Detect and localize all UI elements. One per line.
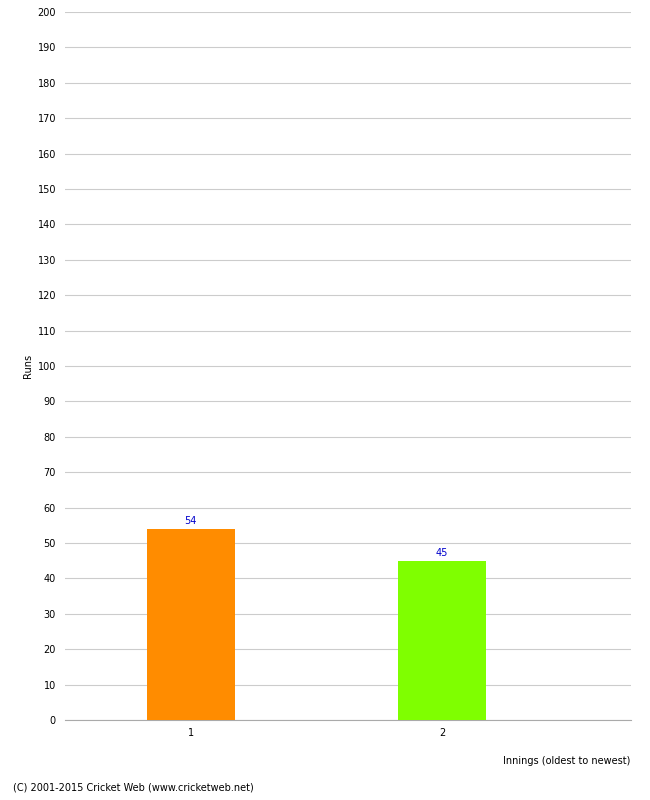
Bar [147, 529, 235, 720]
Bar [398, 561, 486, 720]
Text: (C) 2001-2015 Cricket Web (www.cricketweb.net): (C) 2001-2015 Cricket Web (www.cricketwe… [13, 782, 254, 792]
Text: 45: 45 [436, 548, 448, 558]
Text: 54: 54 [185, 516, 197, 526]
Text: Innings (oldest to newest): Innings (oldest to newest) [503, 756, 630, 766]
Y-axis label: Runs: Runs [23, 354, 33, 378]
